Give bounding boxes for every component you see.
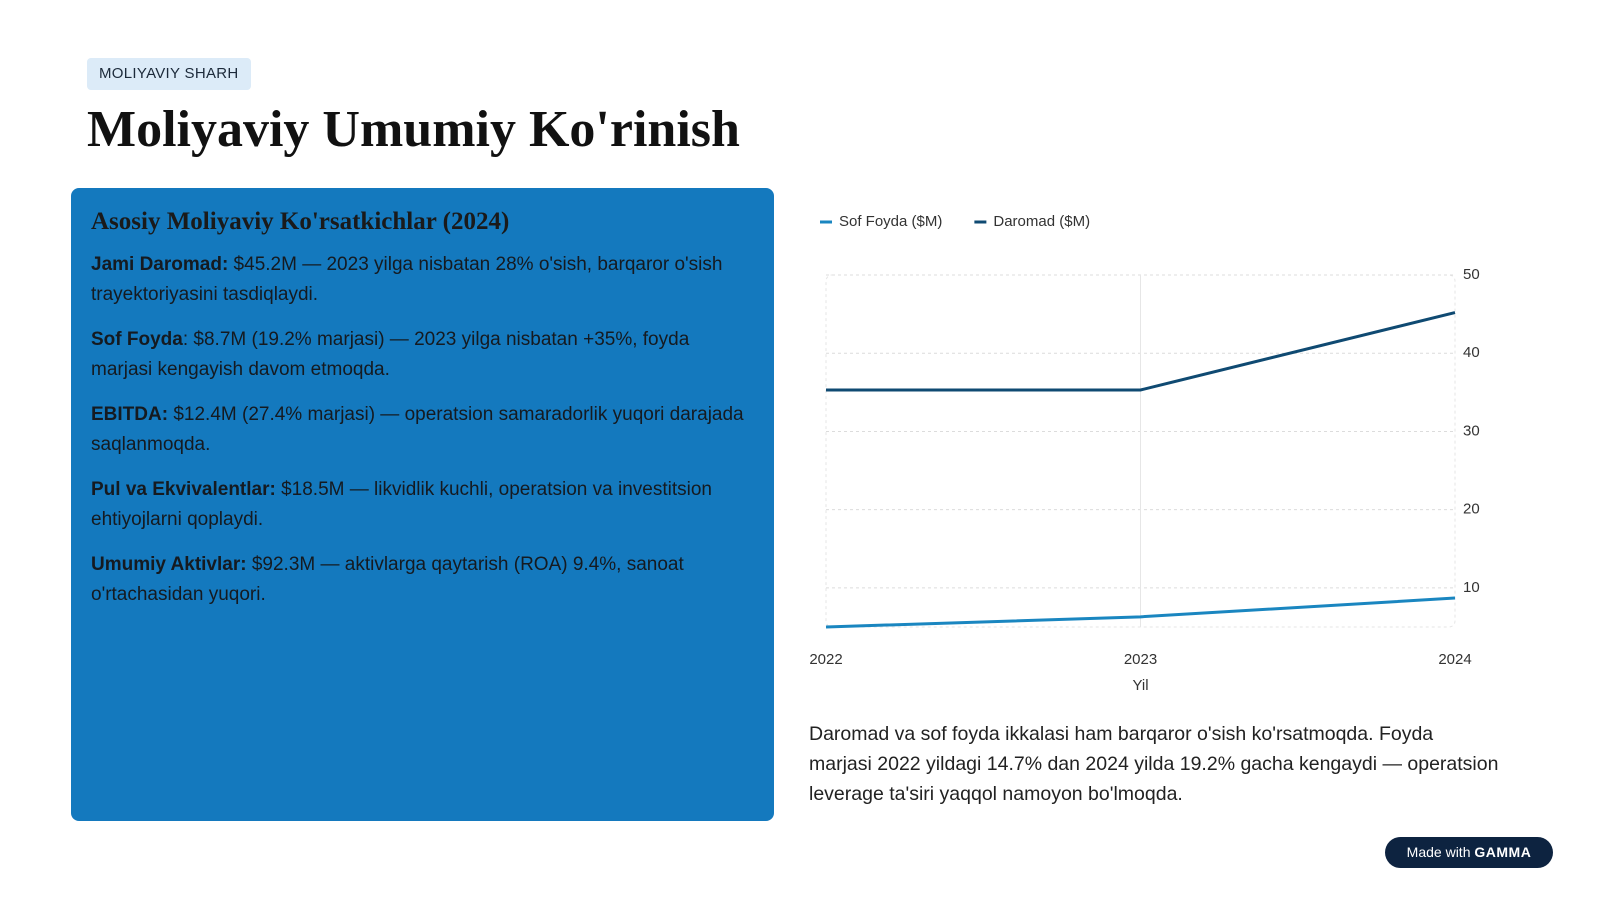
metric-text: $18.5M — likvidlik kuchli, operatsion va… bbox=[91, 479, 712, 530]
badge-prefix: Made with bbox=[1406, 844, 1471, 860]
metric-label: Umumiy Aktivlar: bbox=[91, 554, 247, 575]
x-axis-label: Yil bbox=[1132, 677, 1148, 694]
page-title: Moliyaviy Umumiy Ko'rinish bbox=[87, 101, 740, 158]
series-line bbox=[825, 596, 1456, 629]
y-tick-label: 20 bbox=[1463, 501, 1480, 518]
metric-item: Umumiy Aktivlar: $92.3M — aktivlarga qay… bbox=[91, 550, 754, 610]
metric-label: EBITDA: bbox=[91, 404, 169, 425]
metric-label: Sof Foyda bbox=[91, 329, 183, 350]
card-heading: Asosiy Moliyaviy Ko'rsatkichlar (2024) bbox=[91, 208, 510, 235]
legend-label: Sof Foyda ($M) bbox=[839, 213, 942, 230]
metric-label: Jami Daromad: bbox=[91, 254, 229, 275]
metric-item: Pul va Ekvivalentlar: $18.5M — likvidlik… bbox=[91, 475, 754, 535]
x-tick-label: 2023 bbox=[1124, 651, 1157, 668]
y-tick-label: 10 bbox=[1463, 579, 1480, 596]
metric-item: EBITDA: $12.4M (27.4% marjasi) — operats… bbox=[91, 400, 754, 460]
y-tick-label: 40 bbox=[1463, 344, 1480, 361]
y-tick-label: 30 bbox=[1463, 422, 1480, 439]
metric-label: Pul va Ekvivalentlar: bbox=[91, 479, 276, 500]
series-line bbox=[826, 311, 1456, 392]
gamma-badge[interactable]: Made with GAMMA bbox=[1385, 837, 1553, 868]
x-tick-label: 2024 bbox=[1438, 651, 1471, 668]
metrics-card: Asosiy Moliyaviy Ko'rsatkichlar (2024) J… bbox=[71, 188, 774, 821]
y-tick-label: 50 bbox=[1463, 266, 1480, 283]
chart: 10 20 30 40 50 2022 2023 2024 Yil Sof Foyda ($M) D… bbox=[809, 213, 1480, 694]
chart-summary: Daromad va sof foyda ikkalasi ham barqar… bbox=[809, 723, 1499, 805]
badge-brand: GAMMA bbox=[1474, 844, 1532, 860]
metric-item: Jami Daromad: $45.2M — 2023 yilga nisbat… bbox=[91, 250, 754, 310]
metric-text: $45.2M — 2023 yilga nisbatan 28% o'sish,… bbox=[91, 254, 723, 305]
metric-text: $12.4M (27.4% marjasi) — operatsion sama… bbox=[91, 404, 744, 455]
metric-item: Sof Foyda: $8.7M (19.2% marjasi) — 2023 … bbox=[91, 325, 754, 385]
metric-text: : $8.7M (19.2% marjasi) — 2023 yilga nis… bbox=[91, 329, 690, 380]
metrics-list: Jami Daromad: $45.2M — 2023 yilga nisbat… bbox=[91, 250, 754, 610]
legend-label: Daromad ($M) bbox=[993, 213, 1090, 230]
section-tag: MOLIYAVIY SHARH bbox=[87, 58, 251, 90]
x-tick-label: 2022 bbox=[809, 651, 842, 668]
metric-text: $92.3M — aktivlarga qaytarish (ROA) 9.4%… bbox=[91, 554, 684, 605]
